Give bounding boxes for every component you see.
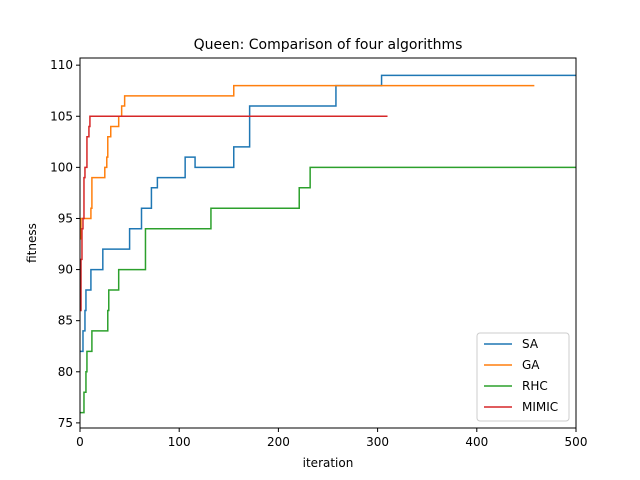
x-tick-label: 500 [565, 435, 588, 449]
x-tick-label: 100 [168, 435, 191, 449]
series-line-mimic [80, 115, 388, 312]
series-line-ga [80, 84, 535, 240]
legend-label-ga: GA [522, 358, 540, 372]
legend: SA GA RHC MIMIC [476, 332, 570, 422]
y-tick-label: 110 [50, 58, 73, 72]
y-tick-label: 80 [58, 365, 73, 379]
series-line-rhc [80, 166, 576, 414]
legend-label-rhc: RHC [522, 379, 548, 393]
x-tick-label: 300 [366, 435, 389, 449]
y-tick-label: 90 [58, 263, 73, 277]
y-tick-label: 105 [50, 109, 73, 123]
y-axis-label: fitness [25, 223, 39, 263]
series-line-sa [80, 74, 576, 353]
x-tick-label: 200 [267, 435, 290, 449]
axes-frame [79, 57, 577, 429]
legend-label-mimic: MIMIC [522, 400, 558, 414]
y-tick-label: 100 [50, 160, 73, 174]
x-tick-label: 0 [76, 435, 84, 449]
legend-box [476, 332, 570, 422]
y-tick-label: 75 [58, 416, 73, 430]
y-axis-ticks: 75 80 85 90 95 100 105 110 [50, 58, 80, 430]
y-tick-label: 85 [58, 314, 73, 328]
chart-title: Queen: Comparison of four algorithms [194, 37, 463, 53]
legend-label-sa: SA [522, 337, 539, 351]
x-tick-label: 400 [465, 435, 488, 449]
plot-area [80, 74, 576, 414]
y-tick-label: 95 [58, 211, 73, 225]
x-axis-ticks: 0 100 200 300 400 500 [76, 428, 587, 449]
x-axis-label: iteration [303, 456, 354, 470]
